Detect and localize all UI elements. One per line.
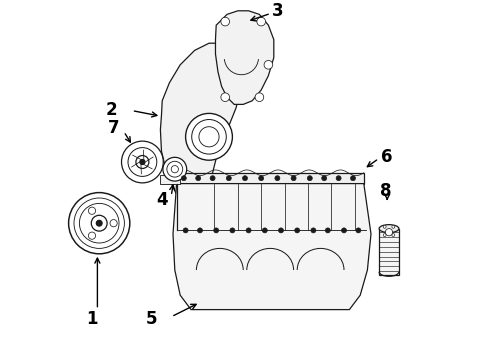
Circle shape <box>186 113 232 160</box>
Circle shape <box>350 176 356 181</box>
Circle shape <box>183 228 188 233</box>
Circle shape <box>392 225 395 228</box>
Circle shape <box>167 161 183 177</box>
Circle shape <box>122 141 163 183</box>
Circle shape <box>192 120 226 154</box>
Circle shape <box>278 228 284 233</box>
Text: 7: 7 <box>108 119 120 137</box>
Polygon shape <box>160 43 242 212</box>
Circle shape <box>264 60 273 69</box>
Text: 1: 1 <box>87 310 98 328</box>
Circle shape <box>294 228 300 233</box>
Text: 4: 4 <box>156 191 168 209</box>
Circle shape <box>136 156 149 168</box>
Circle shape <box>321 176 327 181</box>
Text: 3: 3 <box>271 2 283 20</box>
Circle shape <box>291 176 296 181</box>
Polygon shape <box>176 173 364 184</box>
Circle shape <box>275 176 280 181</box>
Circle shape <box>259 176 264 181</box>
Circle shape <box>386 229 392 236</box>
Circle shape <box>199 127 219 147</box>
Ellipse shape <box>379 225 399 233</box>
Circle shape <box>210 176 215 181</box>
Circle shape <box>388 230 391 233</box>
Circle shape <box>356 228 361 233</box>
Circle shape <box>383 234 386 237</box>
FancyBboxPatch shape <box>379 229 399 275</box>
Circle shape <box>88 207 96 214</box>
Circle shape <box>243 176 247 181</box>
Circle shape <box>221 93 229 102</box>
Polygon shape <box>173 184 371 310</box>
Circle shape <box>262 228 268 233</box>
Circle shape <box>97 220 102 226</box>
Circle shape <box>230 228 235 233</box>
Circle shape <box>79 203 119 243</box>
Circle shape <box>307 176 312 181</box>
Circle shape <box>163 157 187 181</box>
Circle shape <box>196 176 201 181</box>
Circle shape <box>128 148 157 176</box>
Circle shape <box>336 176 341 181</box>
Circle shape <box>74 198 124 248</box>
FancyBboxPatch shape <box>160 175 180 184</box>
Polygon shape <box>216 11 274 104</box>
Circle shape <box>214 228 219 233</box>
Circle shape <box>255 93 264 102</box>
Text: 2: 2 <box>106 101 118 119</box>
Circle shape <box>325 228 330 233</box>
Circle shape <box>69 193 130 254</box>
Circle shape <box>342 228 346 233</box>
Circle shape <box>110 220 117 227</box>
Text: 8: 8 <box>380 182 391 200</box>
Circle shape <box>221 17 229 26</box>
Circle shape <box>392 234 395 237</box>
Circle shape <box>91 215 107 231</box>
Circle shape <box>311 228 316 233</box>
Polygon shape <box>191 212 215 238</box>
Circle shape <box>88 232 96 239</box>
Circle shape <box>197 228 202 233</box>
Circle shape <box>383 225 386 228</box>
Circle shape <box>246 228 251 233</box>
Circle shape <box>181 176 186 181</box>
Text: 5: 5 <box>146 310 157 328</box>
Circle shape <box>226 176 231 181</box>
Text: 6: 6 <box>381 148 393 166</box>
Circle shape <box>257 17 266 26</box>
Circle shape <box>140 159 145 165</box>
Circle shape <box>171 166 178 173</box>
